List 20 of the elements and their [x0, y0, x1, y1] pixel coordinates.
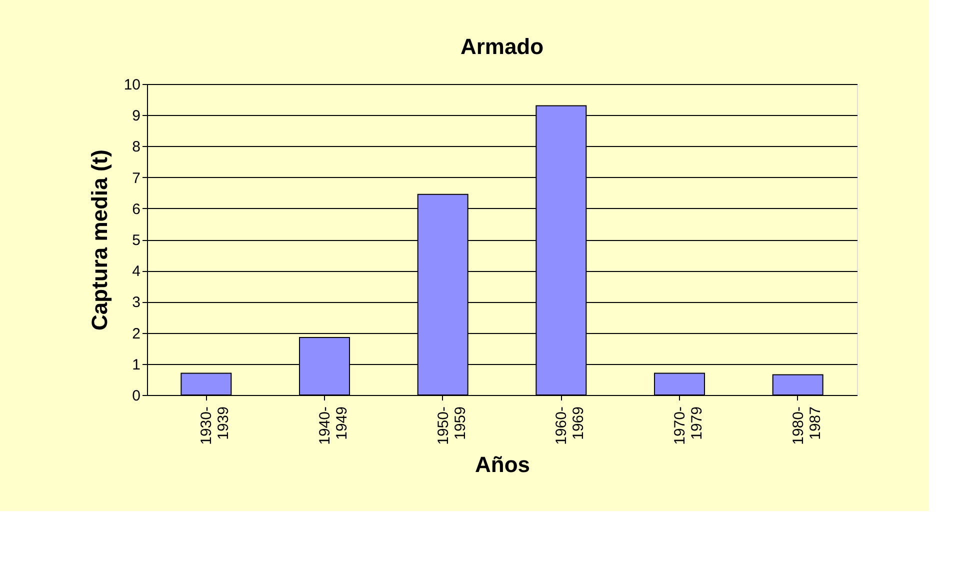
y-tick-label: 9 — [132, 108, 140, 125]
x-tick-label: 1960-1969 — [553, 406, 588, 445]
y-tick-label: 1 — [132, 356, 140, 374]
x-tick-label: 1980-1987 — [790, 406, 824, 445]
y-axis-title: Captura media (t) — [86, 150, 112, 330]
x-tick-label: 1940-1949 — [316, 406, 350, 445]
y-tick-label: 10 — [124, 76, 140, 94]
y-tick-label: 3 — [132, 294, 140, 312]
y-tick-label: 2 — [132, 325, 140, 342]
y-tick-label: 0 — [132, 388, 140, 404]
chart-title: Armado — [460, 34, 544, 59]
y-tick-label: 5 — [132, 232, 140, 249]
y-tick-label: 4 — [132, 263, 140, 280]
y-tick-label: 7 — [132, 170, 140, 187]
y-tick-label: 6 — [132, 200, 140, 218]
x-axis-title: Años — [475, 452, 530, 477]
x-tick-label: 1930-1939 — [198, 406, 232, 445]
x-tick-label: 1970-1979 — [672, 406, 706, 445]
y-tick-label: 8 — [132, 138, 140, 156]
x-tick-label: 1950-1959 — [434, 406, 469, 445]
